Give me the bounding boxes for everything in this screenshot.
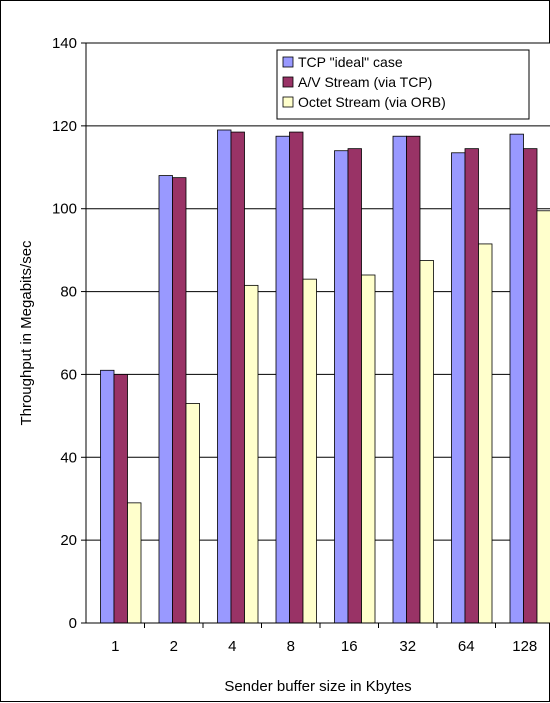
bar [335,151,349,623]
bar [245,285,259,623]
bar [479,244,493,623]
bar [186,403,200,623]
x-tick-label: 8 [287,638,295,655]
bar [303,279,317,623]
legend-label: TCP "ideal" case [298,54,403,70]
bar [537,211,550,623]
x-tick-label: 128 [512,638,537,655]
legend-swatch [283,97,293,107]
bar [465,149,479,623]
bar [407,136,421,623]
bar [393,136,407,623]
x-axis-title: Sender buffer size in Kbytes [224,678,411,695]
legend-swatch [283,57,293,67]
bar [524,149,538,623]
bar [114,374,128,623]
bar [348,149,362,623]
bar [159,176,173,623]
bar [218,130,232,623]
bar [420,261,434,624]
x-tick-label: 1 [111,638,119,655]
y-tick-label: 0 [69,615,77,632]
x-tick-label: 16 [341,638,358,655]
bar [510,134,524,623]
x-tick-label: 4 [228,638,236,655]
bar [452,153,466,623]
legend-swatch [283,77,293,87]
y-tick-label: 40 [60,449,77,466]
bar [362,275,376,623]
legend-label: A/V Stream (via TCP) [298,74,432,90]
y-axis-ticks: 0 20 40 60 80 100 120 140 [52,35,86,632]
bar [101,370,115,623]
y-axis-title: Throughput in Megabits/sec [18,240,35,426]
bar [276,136,290,623]
x-tick-label: 2 [170,638,178,655]
bar [128,503,142,623]
y-tick-label: 60 [60,366,77,383]
y-tick-label: 100 [52,201,77,218]
y-tick-label: 140 [52,35,77,52]
y-tick-label: 80 [60,284,77,301]
y-tick-label: 20 [60,532,77,549]
x-axis-ticks: 1 2 4 8 16 32 64 128 [111,623,550,655]
legend-label: Octet Stream (via ORB) [298,94,446,110]
legend: TCP "ideal" case A/V Stream (via TCP) Octe… [277,50,529,119]
bar [231,132,245,623]
bar [173,178,187,623]
y-tick-label: 120 [52,118,77,135]
x-tick-label: 64 [458,638,475,655]
x-tick-label: 32 [399,638,416,655]
bar [290,132,304,623]
